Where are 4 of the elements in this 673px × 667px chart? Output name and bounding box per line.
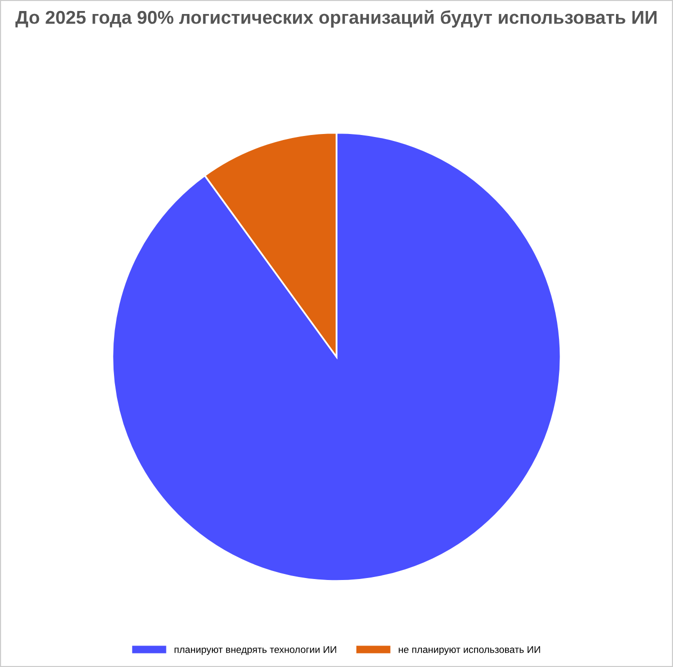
legend-label: не планируют использовать ИИ xyxy=(398,646,540,655)
pie-slice xyxy=(112,132,562,582)
chart-title: До 2025 года 90% логистических организаций будут использовать ИИ xyxy=(15,10,657,28)
legend-label: планируют внедрять технологии ИИ xyxy=(174,646,336,655)
